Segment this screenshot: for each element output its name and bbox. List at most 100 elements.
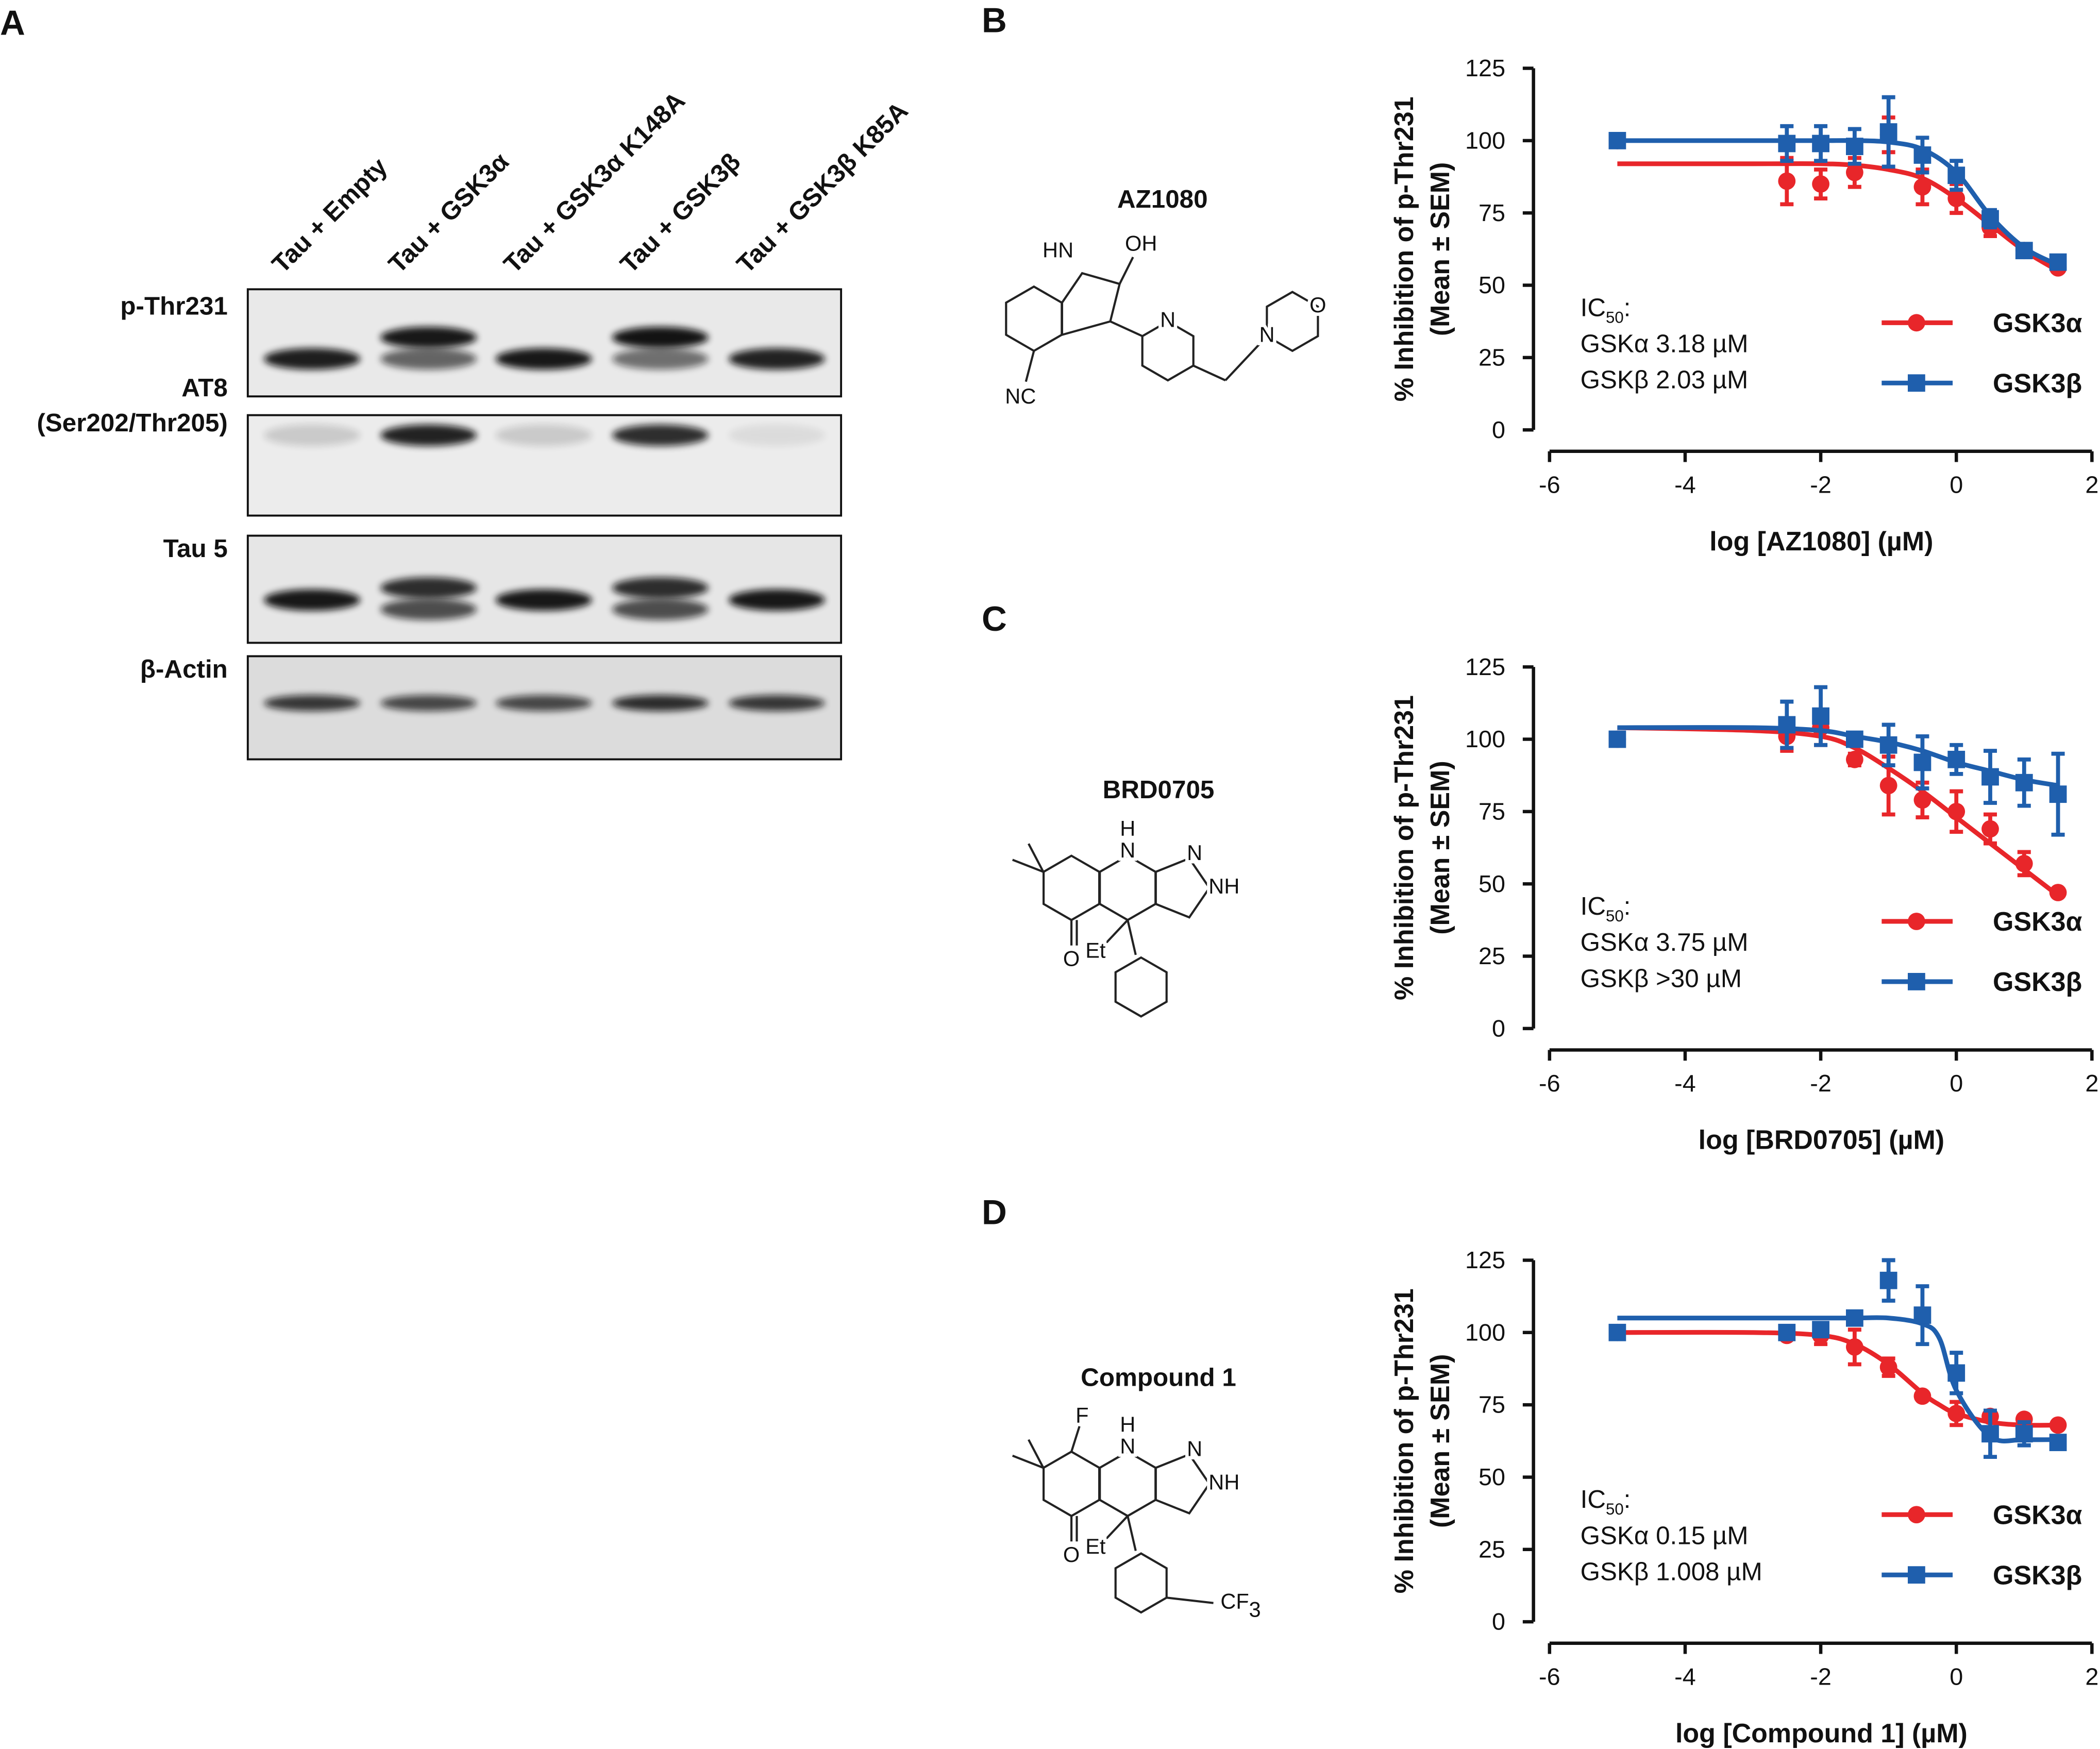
ring [1061, 272, 1121, 337]
data-point [1778, 1323, 1796, 1341]
ic50-part: 50 [1606, 308, 1624, 326]
bond [1127, 919, 1137, 955]
data-point [2049, 253, 2067, 271]
blot-band [264, 695, 361, 711]
blot-band [612, 327, 709, 348]
data-point [1812, 1321, 1829, 1339]
y-axis-label: (Mean ± SEM) [1425, 162, 1455, 336]
legend-label: GSK3α [1993, 1500, 2082, 1530]
y-tick-label: 0 [1492, 1608, 1505, 1635]
row-label: (Ser202/Thr205) [37, 409, 227, 437]
blot-band [380, 348, 477, 370]
blot-membrane [246, 534, 843, 644]
data-point [1947, 166, 1965, 184]
row-label: p-Thr231 [120, 292, 227, 321]
data-point [1845, 730, 1863, 748]
bond [1028, 1439, 1045, 1469]
atom-label: O [1063, 946, 1080, 970]
atom-label: NC [1005, 384, 1036, 408]
data-point [1812, 175, 1829, 193]
atom-label: Et [1085, 1534, 1106, 1558]
x-tick-label: -2 [1810, 1070, 1832, 1097]
data-point [1913, 791, 1931, 809]
atom-label: OH [1125, 231, 1157, 256]
data-point [1845, 1309, 1863, 1327]
ring [1099, 1450, 1157, 1518]
data-point [1947, 802, 1965, 820]
ic50-part: : [1624, 892, 1631, 920]
legend-label: GSK3β [1993, 368, 2082, 398]
legend-label: GSK3α [1993, 907, 2082, 937]
x-tick-label: -2 [1810, 471, 1832, 498]
x-tick-label: -6 [1539, 1663, 1560, 1690]
x-tick-label: -6 [1539, 471, 1560, 498]
bond [1070, 1426, 1081, 1452]
data-point [2015, 855, 2033, 872]
blot-band [728, 695, 825, 711]
y-tick-label: 0 [1492, 1015, 1505, 1041]
x-tick-label: -4 [1674, 1070, 1696, 1097]
data-point [2049, 785, 2067, 803]
y-tick-label: 75 [1479, 199, 1505, 226]
data-point [1778, 134, 1796, 153]
data-point [1879, 777, 1897, 795]
blot-band [728, 589, 825, 611]
data-point [2049, 884, 2067, 901]
ring [1099, 854, 1157, 921]
legend-label: GSK3β [1993, 967, 2082, 997]
y-axis-label: % Inhibition of p-Thr231 [1389, 96, 1419, 401]
x-tick-label: 0 [1950, 1663, 1963, 1690]
y-tick-label: 125 [1465, 653, 1505, 680]
bond [1118, 257, 1134, 284]
data-point [1913, 178, 1931, 196]
y-tick-label: 100 [1465, 726, 1505, 752]
y-axis-label: % Inhibition of p-Thr231 [1389, 695, 1419, 1000]
blot-band [612, 598, 709, 620]
x-tick-label: -2 [1810, 1663, 1832, 1690]
lane-label: Tau + GSK3β K85A [731, 96, 913, 278]
legend-marker [1908, 1566, 1925, 1584]
x-tick-label: 2 [2085, 471, 2098, 498]
lane-label: Tau + GSK3α [383, 147, 514, 279]
atom-label: N [1120, 838, 1135, 862]
data-point [1879, 123, 1897, 141]
ic50-part: 50 [1606, 1500, 1624, 1518]
data-point [1947, 1364, 1965, 1382]
y-tick-label: 0 [1492, 416, 1505, 443]
blot-band [380, 577, 477, 599]
atom-label: O [1309, 293, 1326, 317]
bond [1024, 350, 1035, 382]
blot-band [728, 424, 825, 446]
bond [1028, 843, 1045, 872]
ring [1005, 285, 1063, 352]
atom-label: N [1120, 1434, 1135, 1458]
y-axis-label: % Inhibition of p-Thr231 [1389, 1288, 1419, 1593]
x-tick-label: -4 [1674, 1663, 1696, 1690]
data-point [1981, 210, 1999, 228]
y-tick-label: 75 [1479, 798, 1505, 825]
ic50-part: : [1624, 1485, 1631, 1513]
panel-label: C [982, 600, 1007, 638]
panel-label: D [982, 1193, 1007, 1232]
data-point [1913, 146, 1931, 164]
data-point [1981, 1425, 1999, 1443]
atom-label: HN [1043, 238, 1073, 262]
legend-label: GSK3α [1993, 308, 2082, 338]
bond [1166, 1596, 1214, 1604]
blot-band [380, 695, 477, 711]
row-label: AT8 [181, 374, 228, 402]
data-point [1608, 131, 1626, 149]
data-point [2015, 1425, 2033, 1443]
ic50-part: : [1624, 293, 1631, 322]
data-point [1879, 736, 1897, 754]
legend-marker [1908, 973, 1925, 990]
data-point [1981, 820, 1999, 838]
ic50-value: GSKα 0.15 µM [1581, 1521, 1749, 1550]
atom-label: N [1187, 1436, 1202, 1460]
data-point [1845, 1338, 1863, 1356]
ring [1042, 854, 1101, 921]
y-axis-label: (Mean ± SEM) [1425, 1354, 1455, 1528]
blot-band [264, 424, 361, 446]
data-point [1913, 1306, 1931, 1324]
ic50-part: IC [1581, 892, 1606, 920]
